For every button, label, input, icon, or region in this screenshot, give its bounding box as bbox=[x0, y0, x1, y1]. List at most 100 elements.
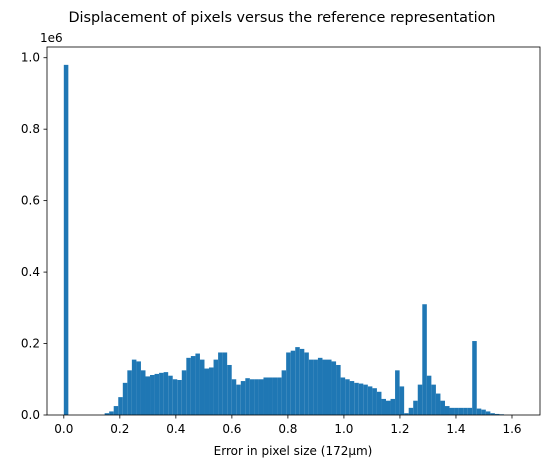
bar bbox=[118, 397, 123, 415]
bar bbox=[227, 364, 232, 415]
bar bbox=[286, 352, 291, 415]
bar bbox=[177, 379, 182, 415]
bar bbox=[390, 398, 396, 415]
bar bbox=[263, 377, 269, 415]
bar bbox=[367, 386, 373, 415]
bar bbox=[290, 350, 296, 415]
bar bbox=[150, 374, 155, 415]
bar bbox=[145, 376, 151, 415]
bar bbox=[140, 370, 146, 415]
bar bbox=[331, 361, 337, 415]
bar bbox=[413, 400, 418, 415]
bar bbox=[304, 352, 309, 415]
bar bbox=[349, 381, 355, 415]
bar bbox=[199, 359, 205, 415]
bar bbox=[376, 391, 382, 415]
bar bbox=[372, 388, 377, 415]
bar bbox=[181, 370, 187, 415]
bar bbox=[104, 413, 110, 415]
bar bbox=[258, 379, 264, 415]
axes-frame bbox=[46, 46, 541, 416]
bar bbox=[435, 393, 441, 415]
bar bbox=[431, 384, 436, 415]
bar bbox=[299, 348, 305, 415]
bar bbox=[399, 386, 405, 415]
bar bbox=[204, 368, 210, 415]
bar bbox=[381, 398, 386, 415]
bar bbox=[322, 359, 328, 415]
bar bbox=[340, 377, 346, 415]
bar bbox=[213, 359, 219, 415]
bar bbox=[336, 364, 341, 415]
bar bbox=[454, 407, 459, 415]
bar bbox=[272, 377, 278, 415]
bar bbox=[485, 411, 491, 415]
bar bbox=[404, 413, 409, 415]
bar bbox=[195, 353, 200, 415]
bar bbox=[131, 359, 137, 415]
y-tick-label: 0.0 bbox=[21, 408, 40, 422]
bar bbox=[385, 400, 391, 415]
bar bbox=[358, 383, 364, 415]
bar bbox=[463, 407, 468, 415]
bar bbox=[222, 352, 228, 415]
bar bbox=[281, 370, 287, 415]
x-axis-label: Error in pixel size (172μm) bbox=[214, 444, 373, 458]
bar bbox=[444, 406, 450, 415]
bar bbox=[163, 372, 169, 415]
bar bbox=[172, 379, 178, 415]
x-tick-label: 0.8 bbox=[278, 422, 297, 436]
bar bbox=[122, 382, 128, 415]
bar bbox=[209, 367, 214, 415]
bar bbox=[327, 359, 332, 415]
bar bbox=[395, 370, 400, 415]
bar bbox=[268, 377, 273, 415]
bar bbox=[186, 357, 191, 415]
bar bbox=[467, 407, 473, 415]
bar bbox=[190, 356, 196, 415]
y-offset-label: 1e6 bbox=[40, 31, 63, 45]
x-tick-label: 0.4 bbox=[166, 422, 185, 436]
bar bbox=[317, 357, 323, 415]
bar bbox=[313, 359, 318, 415]
x-tick-label: 1.2 bbox=[390, 422, 409, 436]
bar bbox=[494, 413, 500, 415]
bar bbox=[426, 375, 432, 415]
bar bbox=[449, 407, 455, 415]
y-tick-label: 0.6 bbox=[21, 194, 40, 208]
bar bbox=[354, 382, 359, 415]
x-tick-label: 1.4 bbox=[446, 422, 465, 436]
bar bbox=[218, 352, 223, 415]
bar bbox=[236, 384, 241, 415]
y-tick-label: 0.2 bbox=[21, 337, 40, 351]
bar bbox=[422, 304, 427, 415]
bar bbox=[345, 379, 350, 415]
y-tick-label: 0.4 bbox=[21, 265, 40, 279]
x-tick-label: 0.2 bbox=[110, 422, 129, 436]
bar bbox=[417, 384, 423, 415]
bar bbox=[168, 375, 173, 415]
bar bbox=[249, 379, 255, 415]
bar bbox=[363, 384, 368, 415]
y-tick-label: 1.0 bbox=[21, 51, 40, 65]
bar bbox=[127, 370, 132, 415]
bar bbox=[113, 406, 119, 415]
bar bbox=[159, 372, 164, 415]
bar bbox=[240, 381, 246, 415]
bar bbox=[472, 341, 477, 415]
bar bbox=[440, 400, 445, 415]
bar bbox=[245, 378, 250, 415]
bar bbox=[481, 409, 486, 415]
bar bbox=[490, 413, 495, 415]
bar bbox=[277, 377, 282, 415]
bar bbox=[136, 361, 141, 415]
bar bbox=[295, 347, 300, 415]
chart-title: Displacement of pixels versus the refere… bbox=[68, 10, 495, 26]
x-tick-label: 0.0 bbox=[54, 422, 73, 436]
bar bbox=[254, 379, 259, 415]
x-tick-label: 1.0 bbox=[334, 422, 353, 436]
bar bbox=[308, 359, 314, 415]
bar bbox=[154, 373, 160, 415]
bar bbox=[458, 407, 464, 415]
